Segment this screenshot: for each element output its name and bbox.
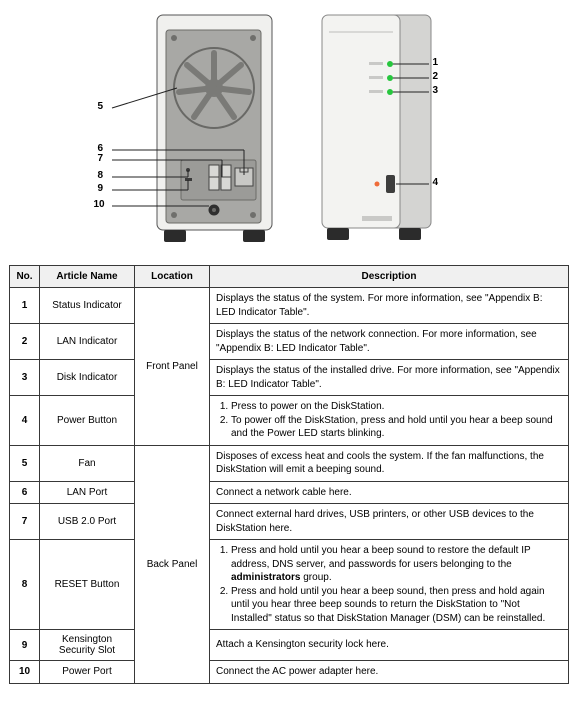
col-name: Article Name (40, 266, 135, 288)
cell-no: 1 (10, 288, 40, 324)
callout-2: 2 (433, 71, 439, 82)
table-row: 3Disk Indicator Displays the status of th… (10, 360, 569, 396)
cell-name: Kensington Security Slot (40, 630, 135, 661)
cell-location-front: Front Panel (135, 288, 210, 446)
table-row: 2LAN Indicator Displays the status of the… (10, 324, 569, 360)
cell-name: Fan (40, 445, 135, 481)
cell-name: Power Port (40, 661, 135, 684)
col-no: No. (10, 266, 40, 288)
callout-8: 8 (98, 170, 104, 181)
cell-description: Attach a Kensington security lock here. (210, 630, 569, 661)
cell-no: 9 (10, 630, 40, 661)
cell-no: 3 (10, 360, 40, 396)
col-desc: Description (210, 266, 569, 288)
table-row: 7USB 2.0 Port Connect external hard drive… (10, 504, 569, 540)
cell-no: 2 (10, 324, 40, 360)
cell-description: Press and hold until you hear a beep sou… (210, 540, 569, 630)
table-row: 6LAN Port Connect a network cable here. (10, 481, 569, 504)
table-row: 5FanBack PanelDisposes of excess heat an… (10, 445, 569, 481)
cell-description: Connect the AC power adapter here. (210, 661, 569, 684)
cell-no: 6 (10, 481, 40, 504)
cell-name: LAN Indicator (40, 324, 135, 360)
cell-name: Status Indicator (40, 288, 135, 324)
callout-4: 4 (433, 177, 439, 188)
hardware-diagram: 5 6 7 8 9 10 (0, 0, 578, 260)
cell-name: LAN Port (40, 481, 135, 504)
cell-name: RESET Button (40, 540, 135, 630)
table-row: 4Power Button Press to power on the DiskS… (10, 396, 569, 446)
table-row: 8RESET Button Press and hold until you he… (10, 540, 569, 630)
cell-name: Disk Indicator (40, 360, 135, 396)
cell-location-back: Back Panel (135, 445, 210, 683)
callout-10: 10 (94, 199, 105, 210)
cell-description: Connect external hard drives, USB printe… (210, 504, 569, 540)
callout-5: 5 (98, 101, 104, 112)
cell-description: Displays the status of the installed dri… (210, 360, 569, 396)
callout-3: 3 (433, 85, 439, 96)
cell-description: Disposes of excess heat and cools the sy… (210, 445, 569, 481)
cell-description: Press to power on the DiskStation.To pow… (210, 396, 569, 446)
parts-table: No. Article Name Location Description 1S… (9, 265, 569, 684)
cell-name: Power Button (40, 396, 135, 446)
cell-no: 10 (10, 661, 40, 684)
table-row: 9Kensington Security Slot Attach a Kensin… (10, 630, 569, 661)
col-loc: Location (135, 266, 210, 288)
cell-name: USB 2.0 Port (40, 504, 135, 540)
cell-no: 4 (10, 396, 40, 446)
back-callouts (107, 10, 277, 245)
cell-description: Connect a network cable here. (210, 481, 569, 504)
cell-no: 7 (10, 504, 40, 540)
cell-description: Displays the status of the network conne… (210, 324, 569, 360)
table-row: 10Power Port Connect the AC power adapter… (10, 661, 569, 684)
cell-no: 8 (10, 540, 40, 630)
callout-9: 9 (98, 183, 104, 194)
table-row: 1Status IndicatorFront PanelDisplays the… (10, 288, 569, 324)
cell-no: 5 (10, 445, 40, 481)
cell-description: Displays the status of the system. For m… (210, 288, 569, 324)
callout-1: 1 (433, 57, 439, 68)
front-view: 1 2 3 4 (317, 10, 437, 245)
front-callouts (395, 10, 450, 245)
back-view: 5 6 7 8 9 10 (152, 10, 277, 245)
callout-7: 7 (98, 153, 104, 164)
